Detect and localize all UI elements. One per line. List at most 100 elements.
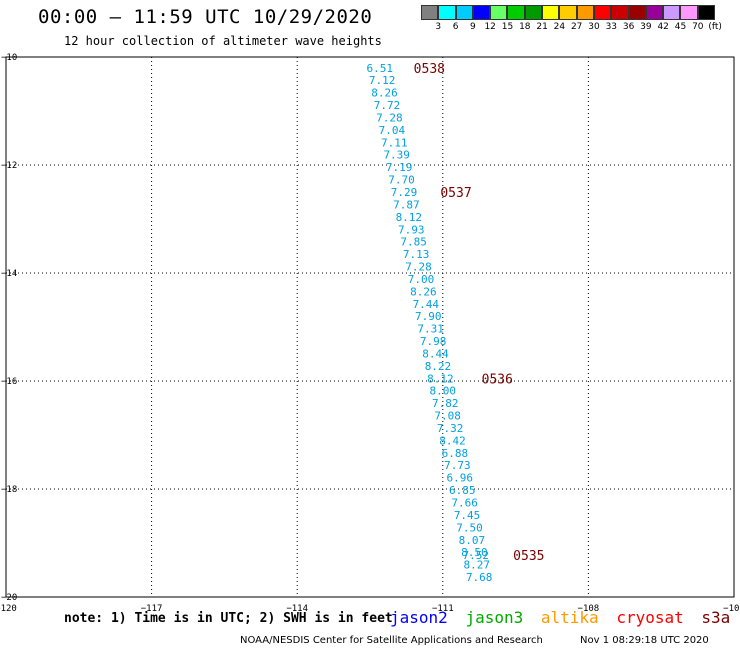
wave-height-value: 7.68	[466, 571, 493, 584]
y-tick-label: −18	[1, 485, 17, 495]
wave-height-value: 7.90	[415, 310, 442, 323]
wave-height-value: 6.96	[447, 472, 474, 485]
legend-swatch	[542, 5, 560, 20]
wave-height-value: 7.28	[405, 261, 432, 274]
y-tick-label: −14	[1, 269, 17, 279]
wave-height-value: 7.85	[400, 236, 427, 249]
satellite-jason3: jason3	[465, 608, 524, 627]
wave-height-value: 7.12	[369, 74, 396, 87]
satellite-s3a: s3a	[701, 608, 731, 627]
wave-height-value: 7.08	[434, 410, 461, 423]
wave-height-value: 6.85	[449, 484, 476, 497]
y-tick-label: −12	[1, 161, 17, 171]
chart-grid	[6, 57, 734, 597]
wave-height-value: 6.51	[366, 62, 393, 75]
credit-line: NOAA/NESDIS Center for Satellite Applica…	[240, 635, 543, 646]
wave-height-value: 8.50	[461, 546, 488, 559]
page-title: 00:00 — 11:59 UTC 10/29/2020	[38, 6, 373, 28]
wave-height-value: 7.39	[383, 149, 410, 162]
legend-swatch	[680, 5, 698, 20]
legend-label: 27	[570, 22, 583, 32]
legend-label: 3	[435, 22, 442, 32]
page-subtitle: 12 hour collection of altimeter wave hei…	[64, 34, 382, 48]
wave-height-value: 7.19	[386, 161, 413, 174]
legend-swatch	[490, 5, 508, 20]
wave-height-value: 8.26	[410, 285, 437, 298]
wave-height-value: 7.50	[456, 521, 483, 534]
wave-height-value: 8.42	[439, 434, 466, 447]
wave-height-value: 8.07	[459, 534, 486, 547]
generated-timestamp: Nov 1 08:29:18 UTC 2020	[580, 635, 709, 646]
legend-swatch	[628, 5, 646, 20]
legend-swatches	[421, 5, 740, 20]
wave-height-value: 7.98	[420, 335, 447, 348]
legend-label: 45	[674, 22, 687, 32]
footer-note: note: 1) Time is in UTC; 2) SWH is in fe…	[64, 611, 393, 626]
wave-height-value: 7.45	[454, 509, 481, 522]
wave-height-value: 7.70	[388, 174, 415, 187]
time-label: 0536	[482, 372, 513, 387]
x-tick-label: −111	[432, 604, 454, 614]
wave-height-value: 7.72	[374, 99, 401, 112]
wave-height-value: 7.32	[437, 422, 464, 435]
legend-label: 36	[622, 22, 635, 32]
wave-height-value: 6.88	[442, 447, 469, 460]
wave-height-value: 7.73	[444, 459, 471, 472]
legend-swatch	[438, 5, 456, 20]
legend-label: 18	[519, 22, 531, 32]
data-points: 6.517.128.267.727.287.047.117.397.197.70…	[366, 62, 492, 584]
wave-height-value: 7.52	[463, 549, 490, 562]
legend-label: 21	[536, 22, 548, 32]
x-tick-label: −120	[0, 604, 17, 614]
legend-label: 33	[605, 22, 618, 32]
x-tick-label: −108	[578, 604, 600, 614]
wave-height-value: 7.93	[398, 223, 425, 236]
plot-frame	[5, 56, 735, 598]
legend-swatch	[697, 5, 716, 20]
wave-height-value: 7.82	[432, 397, 459, 410]
axis-ticks: −120 −117 −114 −111 −108 −105 −10 −12 −14 −16 −18 −…	[0, 53, 740, 614]
legend-label: 24	[553, 22, 566, 32]
satellite-cryosat: cryosat	[616, 608, 684, 627]
wave-height-value: 8.44	[422, 347, 449, 360]
time-label: 0535	[513, 549, 544, 564]
wave-height-value: 8.12	[396, 211, 423, 224]
wave-height-value: 8.22	[425, 360, 452, 373]
wave-height-value: 7.29	[391, 186, 418, 199]
legend-labels: 3 6 9 12 15 18 21 24 27 30 33 36 39 42 45 70 (ft)	[421, 20, 740, 32]
legend-swatch	[421, 5, 439, 20]
wave-height-value: 7.11	[381, 136, 408, 149]
legend-swatch	[472, 5, 491, 20]
wave-height-value: 7.04	[379, 124, 406, 137]
time-label: 0537	[440, 186, 471, 201]
x-tick-label: −105	[723, 604, 740, 614]
legend-label: 70	[692, 22, 704, 32]
y-tick-label: −16	[1, 377, 17, 387]
legend-swatch	[593, 5, 612, 20]
legend-label: 30	[588, 22, 600, 32]
legend-label: 12	[484, 22, 496, 32]
wave-height-value: 7.13	[403, 248, 430, 261]
x-tick-label: −114	[286, 604, 308, 614]
wave-height-value: 7.28	[376, 111, 403, 124]
y-tick-label: −10	[1, 53, 17, 63]
legend-label: 6	[452, 22, 459, 32]
legend-swatch	[559, 5, 577, 20]
legend-label: 42	[657, 22, 669, 32]
time-label: 0538	[414, 62, 445, 77]
legend-swatch	[611, 5, 629, 20]
legend-label: 39	[640, 22, 652, 32]
color-legend: 3 6 9 12 15 18 21 24 27 30 33 36 39 42 45 70 (ft)	[421, 5, 740, 32]
satellite-jason2: jason2	[390, 608, 448, 627]
y-tick-label: −20	[1, 593, 17, 603]
wave-height-value: 8.00	[430, 385, 457, 398]
wave-height-value: 8.26	[371, 87, 398, 100]
wave-height-value: 7.44	[413, 298, 440, 311]
legend-label: (ft)	[708, 22, 722, 32]
legend-label: 15	[501, 22, 514, 32]
legend-swatch	[663, 5, 681, 20]
time-labels: 0538 0537 0536 0535	[414, 62, 545, 564]
wave-height-value: 7.87	[393, 198, 420, 211]
legend-swatch	[524, 5, 543, 20]
